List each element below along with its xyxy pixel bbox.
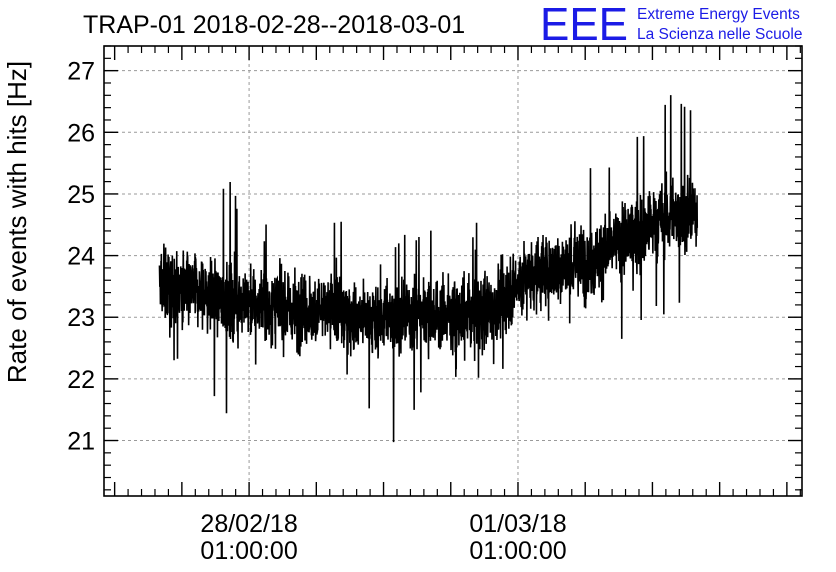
- x-tick-date-label: 01/03/18: [469, 510, 566, 538]
- plot-frame: [103, 45, 803, 497]
- y-tick-label: 26: [67, 119, 95, 147]
- axes: 2122232425262728/02/1801:00:0001/03/1801…: [67, 45, 802, 565]
- x-tick-time-label: 01:00:00: [469, 537, 566, 565]
- y-tick-label: 27: [67, 58, 95, 86]
- eee-logo-mark: EEE: [540, 0, 628, 50]
- logo-line1: Extreme Energy Events: [637, 6, 800, 23]
- y-tick-label: 25: [67, 181, 95, 209]
- y-tick-label: 23: [67, 304, 95, 332]
- x-tick-date-label: 28/02/18: [200, 510, 297, 538]
- grid-lines: [104, 46, 802, 496]
- y-axis-label: Rate of events with hits [Hz]: [2, 61, 32, 383]
- rate-series-line: [158, 95, 699, 443]
- y-tick-label: 21: [67, 428, 95, 456]
- eee-logo: EEE Extreme Energy Events La Scienza nel…: [540, 0, 802, 50]
- y-tick-label: 24: [67, 243, 95, 271]
- x-tick-time-label: 01:00:00: [200, 537, 297, 565]
- series-trace: [158, 95, 699, 443]
- chart-title: TRAP-01 2018-02-28--2018-03-01: [83, 11, 465, 39]
- logo-line2: La Scienza nelle Scuole: [637, 26, 802, 43]
- y-tick-label: 22: [67, 366, 95, 394]
